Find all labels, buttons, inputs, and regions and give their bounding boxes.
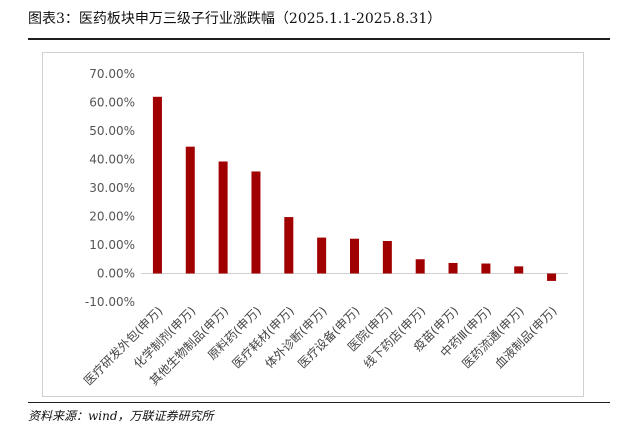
source-note: 资料来源：wind，万联证券研究所 — [28, 409, 214, 423]
bar — [317, 237, 327, 274]
bar — [350, 238, 359, 274]
y-tick-label: 0.00% — [97, 267, 135, 281]
y-tick-label: 30.00% — [89, 181, 135, 195]
y-tick-label: -10.00% — [85, 295, 135, 309]
bar — [481, 263, 491, 274]
top-rule — [28, 38, 610, 40]
bar-chart: 70.00% 60.00% 50.00% 40.00% 30.00% 20.00% 10.0… — [80, 67, 568, 388]
bar — [448, 262, 458, 274]
bar — [382, 241, 392, 274]
bar — [547, 273, 557, 281]
bar — [152, 96, 162, 274]
bar — [251, 171, 261, 274]
y-tick-label: 20.00% — [89, 210, 135, 224]
bar — [514, 266, 524, 274]
bar — [284, 217, 294, 274]
y-tick-label: 60.00% — [89, 96, 135, 110]
y-tick-label: 70.00% — [89, 67, 135, 81]
y-tick-label: 10.00% — [89, 238, 135, 252]
bottom-rule — [28, 402, 610, 403]
y-tick-label: 40.00% — [89, 153, 135, 167]
chart-container: 70.00% 60.00% 50.00% 40.00% 30.00% 20.00% 10.0… — [42, 52, 584, 397]
y-tick-label: 50.00% — [89, 124, 135, 138]
bar — [185, 146, 195, 274]
figure-caption: 图表3：医药板块申万三级子行业涨跌幅（2025.1.1-2025.8.31） — [28, 11, 442, 27]
bar — [415, 259, 425, 274]
bar — [218, 161, 228, 274]
